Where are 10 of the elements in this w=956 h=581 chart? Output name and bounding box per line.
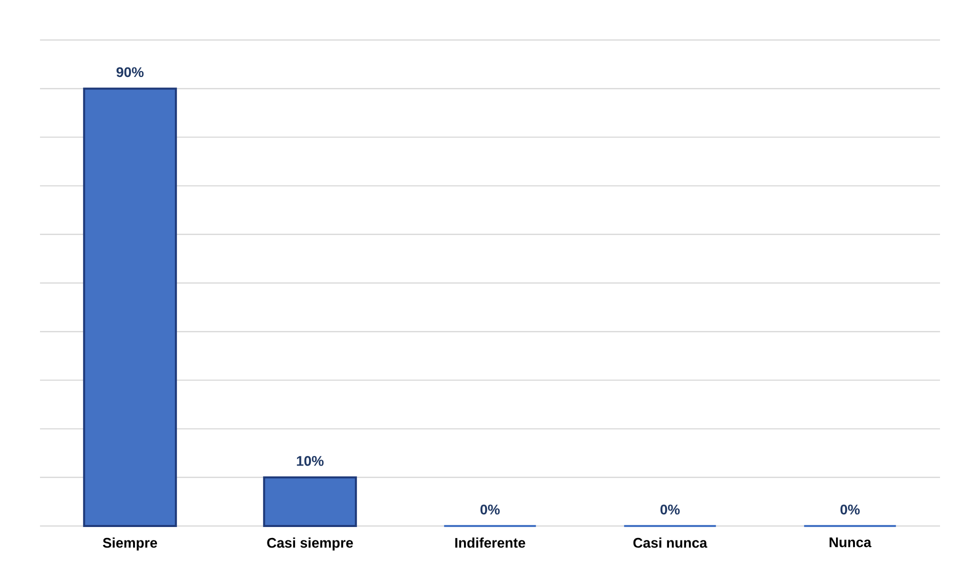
x-tick-label: Nunca [830, 538, 872, 548]
data-label: 0% [480, 504, 500, 514]
data-label: 0% [660, 504, 680, 514]
data-label: 10% [296, 456, 324, 466]
x-tick-label: Casi siempre [267, 538, 353, 551]
x-tick-label: Casi nunca [633, 538, 708, 548]
data-label: 90% [116, 67, 144, 78]
x-tick-label: Indiferente [455, 538, 526, 548]
x-tick-label: Siempre [102, 538, 158, 551]
data-label: 0% [840, 504, 860, 514]
